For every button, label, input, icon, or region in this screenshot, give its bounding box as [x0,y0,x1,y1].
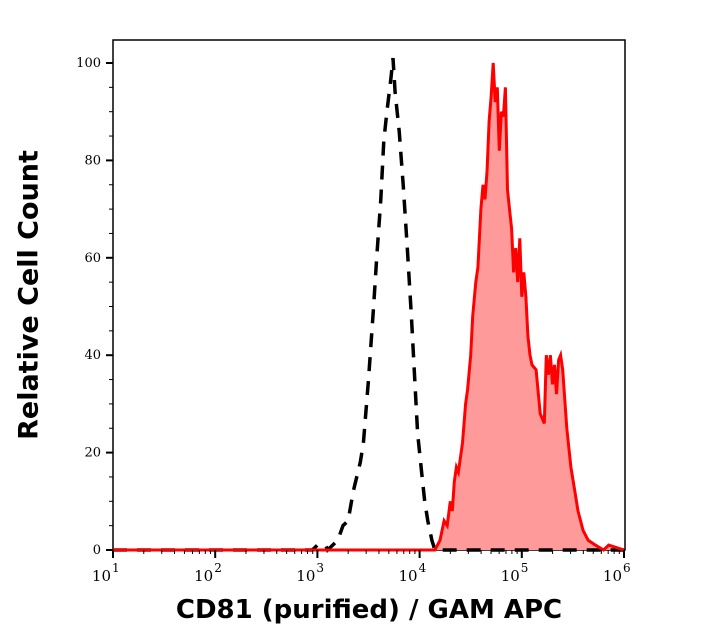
x-tick-exponent: 6 [623,561,631,575]
y-tick-label: 80 [84,153,101,168]
cd81-histogram-line [113,62,625,552]
y-tick-label: 40 [84,348,101,363]
y-tick-label: 100 [76,56,101,71]
x-tick-label: 10 [296,567,315,585]
cd81-histogram-fill [113,63,624,550]
y-axis-ticks: 0 20 40 60 80 100 [76,56,113,558]
x-tick-label: 10 [92,567,111,585]
x-tick-exponent: 1 [112,561,120,575]
x-tick-label: 10 [194,567,213,585]
x-tick-label: 10 [399,567,418,585]
y-axis-label: Relative Cell Count [13,150,45,440]
x-tick-exponent: 4 [419,561,427,575]
x-tick-exponent: 2 [214,561,222,575]
x-tick-label: 10 [501,567,520,585]
x-tick-exponent: 3 [316,561,324,575]
control-histogram-line [113,57,624,554]
y-tick-label: 60 [84,251,101,266]
x-axis-ticks: 10 1 10 2 10 3 10 4 10 5 10 6 [92,550,631,585]
y-tick-label: 20 [84,446,101,461]
x-tick-label: 10 [603,567,622,585]
x-tick-exponent: 5 [521,561,529,575]
x-axis-label: CD81 (purified) / GAM APC [175,595,563,625]
y-tick-label: 0 [93,543,101,558]
